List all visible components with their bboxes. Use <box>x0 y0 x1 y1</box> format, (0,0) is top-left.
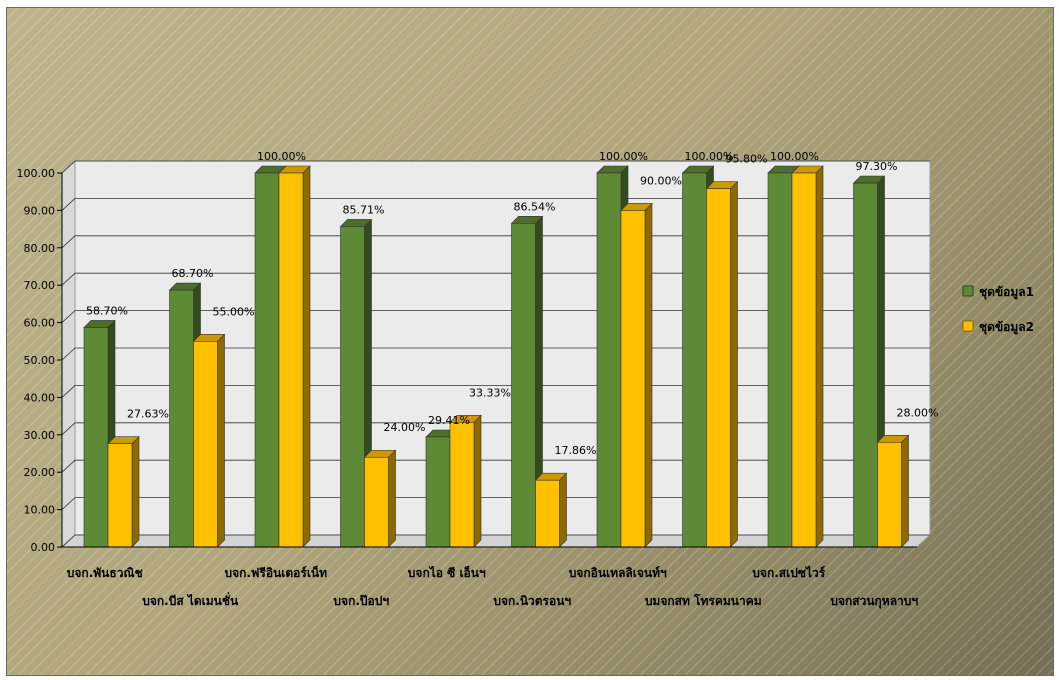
data-label: 17.86% <box>555 444 597 457</box>
legend: ชุดข้อมูล1 ชุดข้อมูล2 <box>962 285 1034 335</box>
bar <box>682 172 707 548</box>
gridline <box>61 160 930 174</box>
data-labels: 58.70% 27.63% 68.70% 55.00% 100.00% 85.71% 24.… <box>86 150 938 457</box>
bar <box>340 226 365 548</box>
y-tick-label: 60.00 <box>24 317 56 330</box>
y-tick-label: 90.00 <box>24 204 56 217</box>
data-label: 28.00% <box>897 406 939 419</box>
bar <box>511 223 536 548</box>
y-tick-label: 40.00 <box>24 391 56 404</box>
data-label: 100.00% <box>685 150 734 163</box>
bar-side-face <box>388 449 396 548</box>
y-tick-label: 100.00 <box>17 167 56 180</box>
bar <box>278 172 304 548</box>
data-label: 90.00% <box>640 174 682 187</box>
y-tick-label: 70.00 <box>24 279 56 292</box>
bar <box>596 172 622 548</box>
bar-side-face <box>131 435 140 548</box>
legend-label-series-2: ชุดข้อมูล2 <box>979 320 1034 335</box>
data-label: 24.00% <box>384 421 426 434</box>
y-tick-label: 0.00 <box>31 541 56 554</box>
legend-swatch-series-1 <box>962 285 974 297</box>
gridline <box>61 197 930 211</box>
data-label: 95.80% <box>726 153 768 166</box>
data-label: 55.00% <box>213 305 255 318</box>
bar <box>791 172 817 548</box>
bar <box>877 441 902 548</box>
x-tick-label: บจก.ฟรีอินเตอร์เน็ท <box>224 565 327 580</box>
x-tick-label: บจก.สเปซไวร์ <box>752 565 825 580</box>
data-label: 100.00% <box>599 150 648 163</box>
data-label: 27.63% <box>127 408 169 421</box>
bar <box>83 327 109 548</box>
bar <box>425 436 451 548</box>
bar-side-face <box>815 165 824 548</box>
x-tick-label: บมจกสท โทรคมนาคม <box>645 593 762 608</box>
bar-side-face <box>217 333 225 548</box>
bar <box>193 340 218 548</box>
data-label: 85.71% <box>343 203 385 216</box>
y-tick-label: 50.00 <box>24 354 56 367</box>
bar <box>254 172 280 548</box>
bar-side-face <box>302 165 311 548</box>
x-tick-label: บจกไอ ซี เอ็นฯ <box>408 565 486 580</box>
x-tick-label: บจก.พันธวณิช <box>67 566 143 580</box>
y-tick-label: 10.00 <box>24 504 56 517</box>
x-tick-label: บจก.บีส ไดเมนชั่น <box>142 592 239 608</box>
bar-side-face <box>730 180 738 548</box>
legend-swatch-series-2 <box>962 320 974 332</box>
x-tick-label: บจก.ป๊อปฯ <box>333 594 389 608</box>
data-label: 33.33% <box>469 386 511 399</box>
data-label: 58.70% <box>86 304 128 317</box>
bar <box>169 289 194 548</box>
y-axis: 0.00 10.00 20.00 30.00 40.00 50.00 60.00 70.00 8… <box>17 167 63 554</box>
bars <box>83 165 910 548</box>
bar <box>853 182 878 548</box>
bar-side-face <box>644 202 653 548</box>
x-tick-label: บจกสวนกุหลาบฯ <box>830 594 918 609</box>
data-label: 97.30% <box>856 160 898 173</box>
bar <box>364 456 389 548</box>
data-label: 68.70% <box>172 267 214 280</box>
data-label: 29.41% <box>428 414 470 427</box>
y-tick-label: 20.00 <box>24 466 56 479</box>
data-label: 100.00% <box>770 150 819 163</box>
bar <box>449 422 475 548</box>
x-tick-label: บจก.นิวตรอนฯ <box>493 594 571 608</box>
y-tick-label: 80.00 <box>24 242 56 255</box>
data-label: 100.00% <box>257 150 306 163</box>
bar <box>706 188 731 548</box>
bar-side-face <box>473 414 482 548</box>
bar <box>767 172 793 548</box>
bar <box>107 443 133 548</box>
bar-side-face <box>901 434 909 548</box>
legend-label-series-1: ชุดข้อมูล1 <box>979 285 1034 300</box>
bar <box>535 479 560 548</box>
x-tick-label: บจกอินเทลลิเจนท์ฯ <box>569 566 667 580</box>
data-label: 86.54% <box>514 200 556 213</box>
bar <box>620 210 646 548</box>
bar-side-face <box>559 472 567 548</box>
y-tick-label: 30.00 <box>24 429 56 442</box>
